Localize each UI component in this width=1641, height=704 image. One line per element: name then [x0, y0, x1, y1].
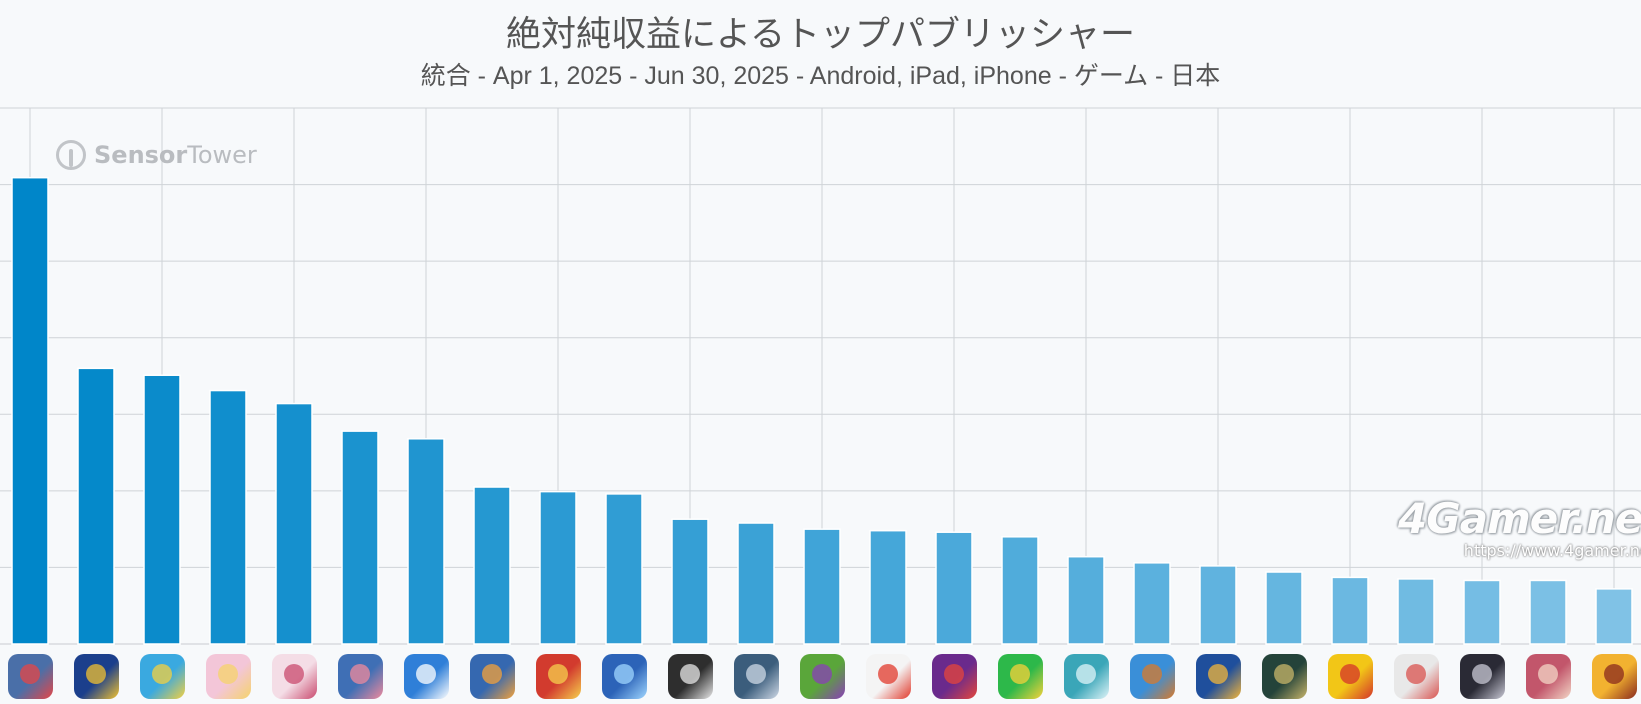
line-puzzle-icon[interactable]	[997, 654, 1043, 699]
crystal-globe-icon[interactable]	[601, 654, 647, 699]
bar-publisher-7[interactable]	[407, 438, 445, 645]
sensor-tower-logo-icon	[56, 140, 86, 170]
app-icon-art	[613, 664, 634, 684]
app-icon-art	[217, 664, 238, 684]
bar-publisher-13[interactable]	[803, 528, 841, 645]
anime-girl-silver-icon[interactable]	[733, 654, 779, 699]
bar-publisher-16[interactable]	[1001, 536, 1039, 645]
number-merge-icon[interactable]	[403, 654, 449, 699]
bar-publisher-4[interactable]	[209, 389, 247, 645]
anime-girl-redhead-icon[interactable]	[1525, 654, 1571, 699]
battle-cats-icon[interactable]	[1393, 654, 1439, 699]
bar-publisher-10[interactable]	[605, 493, 643, 645]
app-icon-art	[1405, 664, 1426, 684]
bar-publisher-23[interactable]	[1463, 579, 1501, 645]
app-icon-art	[1141, 664, 1162, 684]
bar-publisher-18[interactable]	[1133, 562, 1171, 645]
anime-girl-pink-icon[interactable]	[271, 654, 317, 699]
vocaloid-icon[interactable]	[1063, 654, 1109, 699]
dragon-quest-walk-icon[interactable]	[469, 654, 515, 699]
royal-match-icon[interactable]	[1195, 654, 1241, 699]
spy-family-icon[interactable]	[667, 654, 713, 699]
app-icon-art	[283, 664, 304, 684]
bar-publisher-2[interactable]	[77, 367, 115, 645]
soccer-player-icon[interactable]	[73, 654, 119, 699]
app-icon-art	[745, 664, 766, 684]
seven-deadly-sins-icon[interactable]	[1591, 654, 1637, 699]
fantasy-castle-icon[interactable]	[1261, 654, 1307, 699]
app-icon-art	[1273, 664, 1294, 684]
bar-publisher-19[interactable]	[1199, 565, 1237, 645]
bar-publisher-8[interactable]	[473, 486, 511, 645]
chart-grid	[0, 107, 1641, 645]
bar-publisher-9[interactable]	[539, 490, 577, 645]
app-icon-art	[151, 664, 172, 684]
app-icon-art	[1207, 664, 1228, 684]
bar-publisher-22[interactable]	[1397, 578, 1435, 645]
bar-publisher-14[interactable]	[869, 529, 907, 645]
4gamer-watermark: 4Gamer.net https://www.4gamer.net/	[1398, 494, 1641, 560]
collab-event-icon[interactable]	[1327, 654, 1373, 699]
sensor-tower-watermark: SensorTower	[56, 140, 257, 170]
app-icon-art	[85, 664, 106, 684]
bar-publisher-6[interactable]	[341, 430, 379, 645]
bar-publisher-15[interactable]	[935, 531, 973, 645]
4gamer-logo: 4Gamer.net	[1398, 494, 1641, 543]
anime-warrior-dark-icon[interactable]	[1459, 654, 1505, 699]
app-icon-art	[1075, 664, 1096, 684]
app-icon-art	[877, 664, 898, 684]
app-icon-art	[1537, 664, 1558, 684]
sensor-tower-brand-bold: Sensor	[94, 141, 188, 169]
chart-subtitle: 統合 - Apr 1, 2025 - Jun 30, 2025 - Androi…	[420, 62, 1221, 90]
bar-publisher-24[interactable]	[1529, 579, 1567, 645]
app-icon-art	[415, 664, 436, 684]
cartoon-bear-icon[interactable]	[1129, 654, 1175, 699]
pokemon-pocket-icon[interactable]	[139, 654, 185, 699]
bar-publisher-25[interactable]	[1595, 588, 1633, 645]
app-icon-art	[1339, 664, 1360, 684]
chart-bars	[11, 176, 1633, 645]
dragon-ball-icon[interactable]	[931, 654, 977, 699]
bar-publisher-12[interactable]	[737, 522, 775, 645]
app-icon-art	[481, 664, 502, 684]
sensor-tower-brand-light: Tower	[187, 141, 257, 169]
bar-publisher-1[interactable]	[11, 176, 49, 645]
chart-title: 絶対純収益によるトップパブリッシャー	[506, 15, 1135, 55]
app-icon-art	[349, 664, 370, 684]
pokemon-go-icon[interactable]	[865, 654, 911, 699]
sports-game-icon[interactable]	[799, 654, 845, 699]
app-icon-art	[547, 664, 568, 684]
mech-robot-icon[interactable]	[7, 654, 53, 699]
bar-publisher-21[interactable]	[1331, 576, 1369, 645]
4gamer-url: https://www.4gamer.net/	[1463, 541, 1641, 560]
bar-publisher-3[interactable]	[143, 374, 181, 645]
app-icon-art	[19, 664, 40, 684]
app-icon-art	[1603, 664, 1624, 684]
app-icon-art	[679, 664, 700, 684]
app-icon-art	[811, 664, 832, 684]
bar-publisher-17[interactable]	[1067, 555, 1105, 645]
anime-girl-blonde-icon[interactable]	[205, 654, 251, 699]
bar-publisher-5[interactable]	[275, 402, 313, 645]
bar-publisher-11[interactable]	[671, 518, 709, 645]
bar-publisher-20[interactable]	[1265, 571, 1303, 645]
app-icon-art	[943, 664, 964, 684]
app-icon-art	[1009, 664, 1030, 684]
uma-musume-icon[interactable]	[337, 654, 383, 699]
app-icon-art	[1471, 664, 1492, 684]
monster-strike-icon[interactable]	[535, 654, 581, 699]
